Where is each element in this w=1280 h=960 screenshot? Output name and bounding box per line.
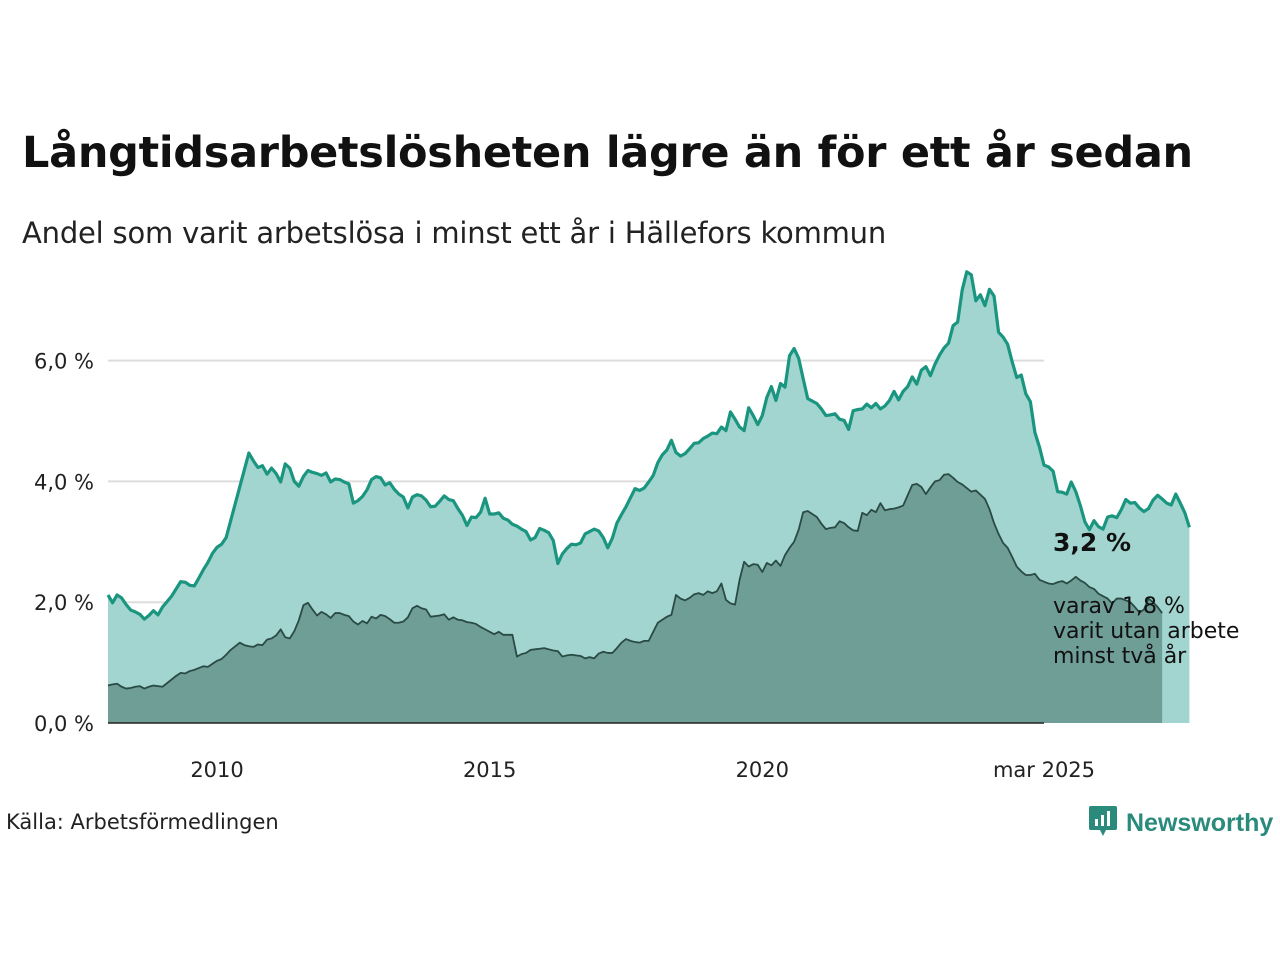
x-tick-label: mar 2025 xyxy=(993,758,1095,782)
area-series-2 xyxy=(108,474,1163,723)
line-series-1 xyxy=(106,270,1191,621)
x-tick-label: 2010 xyxy=(190,758,243,782)
x-tick-label: 2015 xyxy=(463,758,516,782)
newsworthy-logo-text: Newsworthy xyxy=(1126,808,1274,837)
chart-subtitle: Andel som varit arbetslösa i minst ett å… xyxy=(22,216,887,250)
line-series-2 xyxy=(107,473,1163,690)
y-tick-label: 4,0 % xyxy=(34,470,94,494)
x-tick-label: 2020 xyxy=(736,758,789,782)
newsworthy-logo: Newsworthy xyxy=(1088,804,1273,842)
x-axis-ticks: 2010 2015 2020 mar 2025 xyxy=(190,758,1095,782)
y-tick-label: 2,0 % xyxy=(34,591,94,615)
end-label-main: 3,2 % xyxy=(1053,528,1131,557)
end-label-secondary: varav 1,8 % xyxy=(1053,594,1185,619)
y-tick-label: 6,0 % xyxy=(34,350,94,374)
source-note: Källa: Arbetsförmedlingen xyxy=(6,810,279,834)
end-label-secondary: varit utan arbete xyxy=(1053,619,1239,644)
end-label-secondary: minst två år xyxy=(1053,643,1187,669)
newsworthy-logo-icon xyxy=(1088,804,1118,842)
areas xyxy=(106,270,1191,724)
chart-title: Långtidsarbetslösheten lägre än för ett … xyxy=(22,128,1193,178)
y-tick-label: 0,0 % xyxy=(34,712,94,736)
y-axis-ticks: 0,0 % 2,0 % 4,0 % 6,0 % xyxy=(34,350,94,736)
